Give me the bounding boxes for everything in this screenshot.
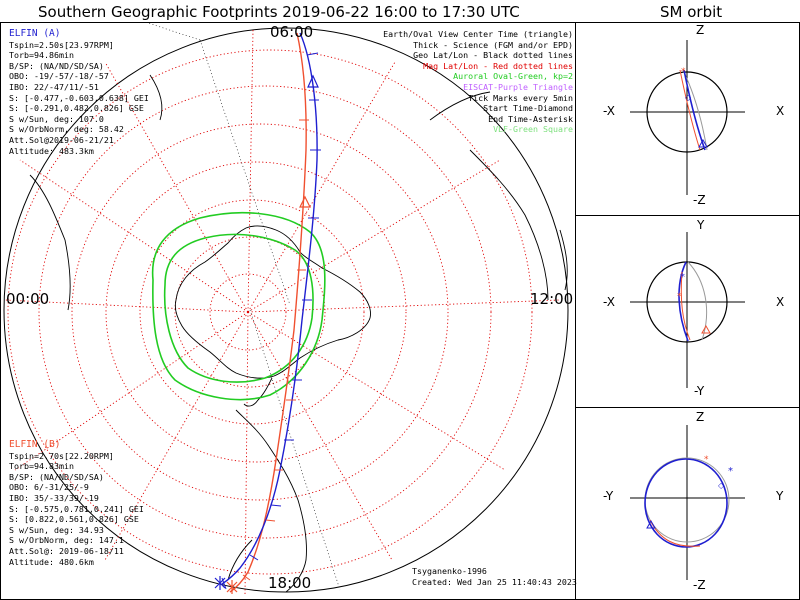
elfin-a-line: S w/OrbNorm, deg: 58.42 [9, 124, 124, 135]
geo-grid [144, 22, 341, 591]
elfin-b-line: B/SP: (NA/ND/SD/SA) [9, 471, 104, 482]
africa-coast [29, 174, 71, 311]
legend-item: Geo Lat/Lon - Black dotted lines [413, 50, 573, 61]
panel1-right-label: X [776, 104, 785, 118]
svg-text:*: * [704, 455, 709, 465]
legend-item: Start Time-Diamond [483, 103, 573, 114]
elfin-b-ticks [242, 119, 309, 581]
mag-grid [4, 29, 561, 596]
orbit-panel-xy: * * [630, 232, 745, 388]
elfin-b-line: Torb=94.83min [9, 461, 74, 472]
elfin-b-line: S: [-0.575,0.781,0.241] GEI [9, 503, 144, 514]
elfin-b-line: Att.Sol@: 2019-06-18/11 [9, 545, 124, 556]
panel1-left-label: -X [603, 104, 615, 118]
legend-item: Thick - Science (FGM and/or EPD) [413, 39, 573, 50]
elfin-a-line: S: [-0.477,-0.603,0.638] GEI [9, 92, 149, 103]
antarctica-coast [174, 225, 371, 379]
clock-label-right: 12:00 [530, 290, 574, 308]
auroral-oval-outer [151, 211, 326, 401]
elfin-b-line: OBO: 6/-31/25/-9 [9, 482, 89, 493]
elfin-a-line: Torb=94.86min [9, 50, 74, 61]
panel1-bottom-label: -Z [693, 193, 706, 207]
elfin-b-line: S w/Sun, deg: 34.93 [9, 524, 104, 535]
madagascar [149, 74, 163, 121]
new-zealand [559, 229, 568, 291]
panel2-bottom-label: -Y [694, 384, 705, 398]
legend-item: End Time-Asterisk [488, 113, 573, 124]
elfin-b-line: S w/OrbNorm, deg: 147.1 [9, 535, 124, 546]
svg-text:*: * [728, 466, 733, 477]
panel2-top-label: Y [697, 218, 705, 232]
legend-item: Tick Marks every 5min [468, 92, 573, 103]
legend-item: EISCAT-Purple Triangle [463, 81, 573, 92]
south-america [235, 409, 307, 593]
elfin-b-line: S: [0.822,0.561,0.826] GSE [9, 514, 139, 525]
plot-title: Southern Geographic Footprints 2019-06-2… [38, 3, 520, 21]
elfin-a-line: Altitude: 483.3km [9, 145, 94, 156]
svg-text:*: * [680, 272, 685, 283]
legend-item: Mag Lat/Lon - Red dotted lines [423, 60, 573, 71]
legend-item: Auroral Oval-Green, kp=2 [453, 71, 573, 82]
svg-text:*: * [681, 67, 686, 77]
panel1-top-label: Z [696, 23, 705, 37]
panel3-bottom-label: -Z [693, 578, 706, 592]
created-timestamp: Created: Wed Jan 25 11:40:43 2023 [412, 576, 577, 587]
panel2-left-label: -X [603, 295, 615, 309]
clock-label-left: 00:00 [6, 290, 50, 308]
clock-label-top: 06:00 [270, 23, 314, 41]
footer: Tsyganenko-1996 Created: Wed Jan 25 11:4… [412, 566, 577, 587]
svg-text:◇: ◇ [685, 93, 692, 102]
antarctic-peninsula [243, 377, 273, 407]
elfin-a-end-asterisk [214, 576, 226, 590]
svg-text:◇: ◇ [718, 481, 725, 490]
orbit-title: SM orbit [660, 3, 723, 21]
elfin-a-name: ELFIN (A) [9, 28, 61, 39]
elfin-a-ticks [221, 52, 321, 590]
elfin-a-line: Tspin=2.50s[23.97RPM] [9, 39, 114, 50]
panel3-top-label: Z [696, 410, 705, 424]
panel3-left-label: -Y [603, 489, 614, 503]
orbit-panel-xz: * ◇ [630, 40, 745, 195]
elfin-b-track [229, 32, 307, 593]
panel3-right-label: Y [776, 489, 784, 503]
elfin-b-line: Altitude: 480.6km [9, 556, 94, 567]
elfin-a-line: IBO: 22/-47/11/-51 [9, 81, 99, 92]
south-america-east [227, 539, 253, 581]
elfin-a-center-triangle [307, 74, 319, 88]
elfin-a-line: B/SP: (NA/ND/SD/SA) [9, 60, 104, 71]
auroral-ovals [151, 211, 326, 401]
elfin-b-name: ELFIN (B) [9, 439, 61, 450]
elfin-a-line: S w/Sun, deg: 107.0 [9, 113, 104, 124]
elfin-a-track [221, 32, 318, 585]
elfin-a-line: Att.Sol@2019-06-21/21 [9, 134, 114, 145]
australia-coast [469, 149, 549, 301]
elfin-a-info: ELFIN (A) Tspin=2.50s[23.97RPM] Torb=94.… [9, 28, 149, 156]
legend-item: Earth/Oval View Center Time (triangle) [383, 29, 573, 39]
elfin-b-center-triangle [299, 195, 311, 208]
elfin-b-info: ELFIN (B) Tspin=2.70s[22.20RPM] Torb=94.… [9, 439, 144, 567]
elfin-b-end-asterisk [226, 580, 238, 594]
clock-label-bottom: 18:00 [268, 574, 312, 592]
model-name: Tsyganenko-1996 [412, 566, 487, 576]
svg-text:*: * [677, 292, 682, 302]
auroral-oval-inner [163, 233, 314, 383]
legend: Earth/Oval View Center Time (triangle) T… [383, 29, 573, 135]
australia-north [429, 91, 491, 121]
orbit-panel-yz: * * ◇ [630, 425, 745, 580]
elfin-b-line: IBO: 35/-33/39/-19 [9, 492, 99, 503]
legend-item: VLF-Green Square [493, 124, 573, 135]
elfin-a-line: OBO: -19/-57/-18/-57 [9, 71, 109, 82]
elfin-a-line: S: [-0.291,0.482,0.826] GSE [9, 103, 144, 114]
elfin-b-line: Tspin=2.70s[22.20RPM] [9, 450, 114, 461]
panel2-right-label: X [776, 295, 785, 309]
